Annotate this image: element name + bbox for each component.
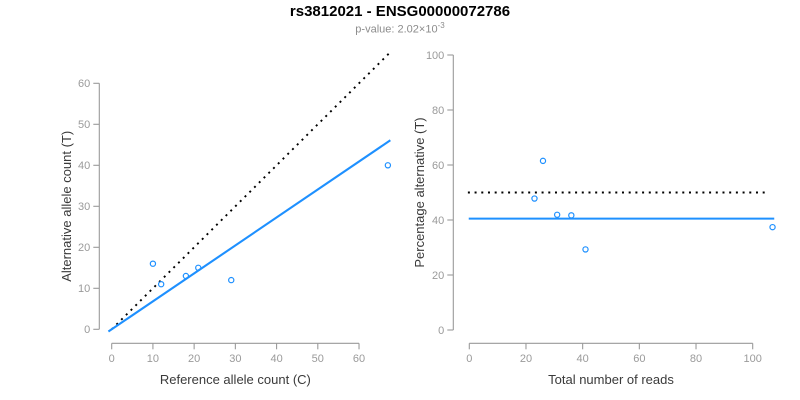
x-tick-label: 50 (312, 353, 324, 365)
x-tick-label: 20 (188, 353, 200, 365)
data-point (582, 246, 589, 253)
x-axis: 0 10 20 30 40 50 60 Reference allele count (C) (109, 342, 365, 387)
y-tick-label: 40 (432, 215, 444, 227)
y-tick-label: 60 (78, 78, 90, 90)
y-tick-label: 20 (78, 242, 90, 254)
x-tick-label: 20 (520, 353, 532, 365)
panel-left: 0 10 20 30 40 50 60 Alternative allele count (T… (59, 52, 392, 387)
panel-right: 0 20 40 60 80 100 Percentage alternative (T) 0 2… (412, 50, 776, 387)
pvalue-text: p-value: 2.02×10 (355, 23, 438, 36)
y-tick-label: 60 (432, 160, 444, 172)
panel-lines (467, 191, 775, 220)
x-tick-label: 40 (577, 353, 589, 365)
y-tick-label: 30 (78, 201, 90, 213)
y-axis: 0 10 20 30 40 50 60 Alternative allele count (T… (59, 78, 100, 336)
y-tick-label: 20 (432, 270, 444, 282)
data-points (149, 162, 392, 288)
data-points (531, 157, 776, 253)
y-tick-label: 50 (78, 119, 90, 131)
y-axis-title: Percentage alternative (T) (412, 117, 427, 267)
x-tick-label: 100 (744, 353, 762, 365)
x-axis-title: Total number of reads (548, 372, 674, 387)
x-tick-label: 10 (147, 353, 159, 365)
pvalue-subtitle: p-value: 2.02×10-3 (0, 21, 800, 36)
y-tick-label: 40 (78, 160, 90, 172)
x-axis-title: Reference allele count (C) (160, 372, 311, 387)
x-tick-label: 0 (109, 353, 115, 365)
identity-line (111, 52, 391, 330)
x-tick-label: 40 (270, 353, 282, 365)
y-axis: 0 20 40 60 80 100 Percentage alternative (T) (412, 50, 454, 337)
data-point (157, 281, 165, 288)
data-point (149, 260, 157, 267)
pvalue-exponent: -3 (437, 21, 445, 30)
page-title: rs3812021 - ENSG00000072786 (289, 3, 511, 20)
data-point (568, 212, 575, 219)
panel-lines (107, 52, 391, 333)
y-axis-title: Alternative allele count (T) (59, 131, 74, 282)
data-point (228, 276, 235, 284)
data-point (182, 272, 190, 280)
y-tick-label: 0 (438, 325, 444, 337)
x-tick-label: 30 (229, 353, 241, 365)
data-point (553, 211, 561, 218)
y-tick-label: 10 (78, 283, 90, 295)
y-tick-label: 0 (84, 324, 90, 336)
data-point (384, 162, 392, 169)
data-point (531, 195, 538, 202)
x-tick-label: 0 (466, 353, 472, 365)
data-point (769, 223, 776, 231)
x-tick-label: 80 (690, 353, 702, 365)
x-axis: 0 20 40 60 80 100 Total number of reads (466, 342, 762, 387)
y-tick-label: 80 (432, 105, 444, 117)
data-point (539, 157, 547, 165)
x-tick-label: 60 (353, 353, 365, 365)
y-tick-label: 100 (426, 50, 444, 62)
data-point (195, 264, 202, 271)
regression-line (107, 139, 391, 333)
x-tick-label: 60 (633, 353, 645, 365)
